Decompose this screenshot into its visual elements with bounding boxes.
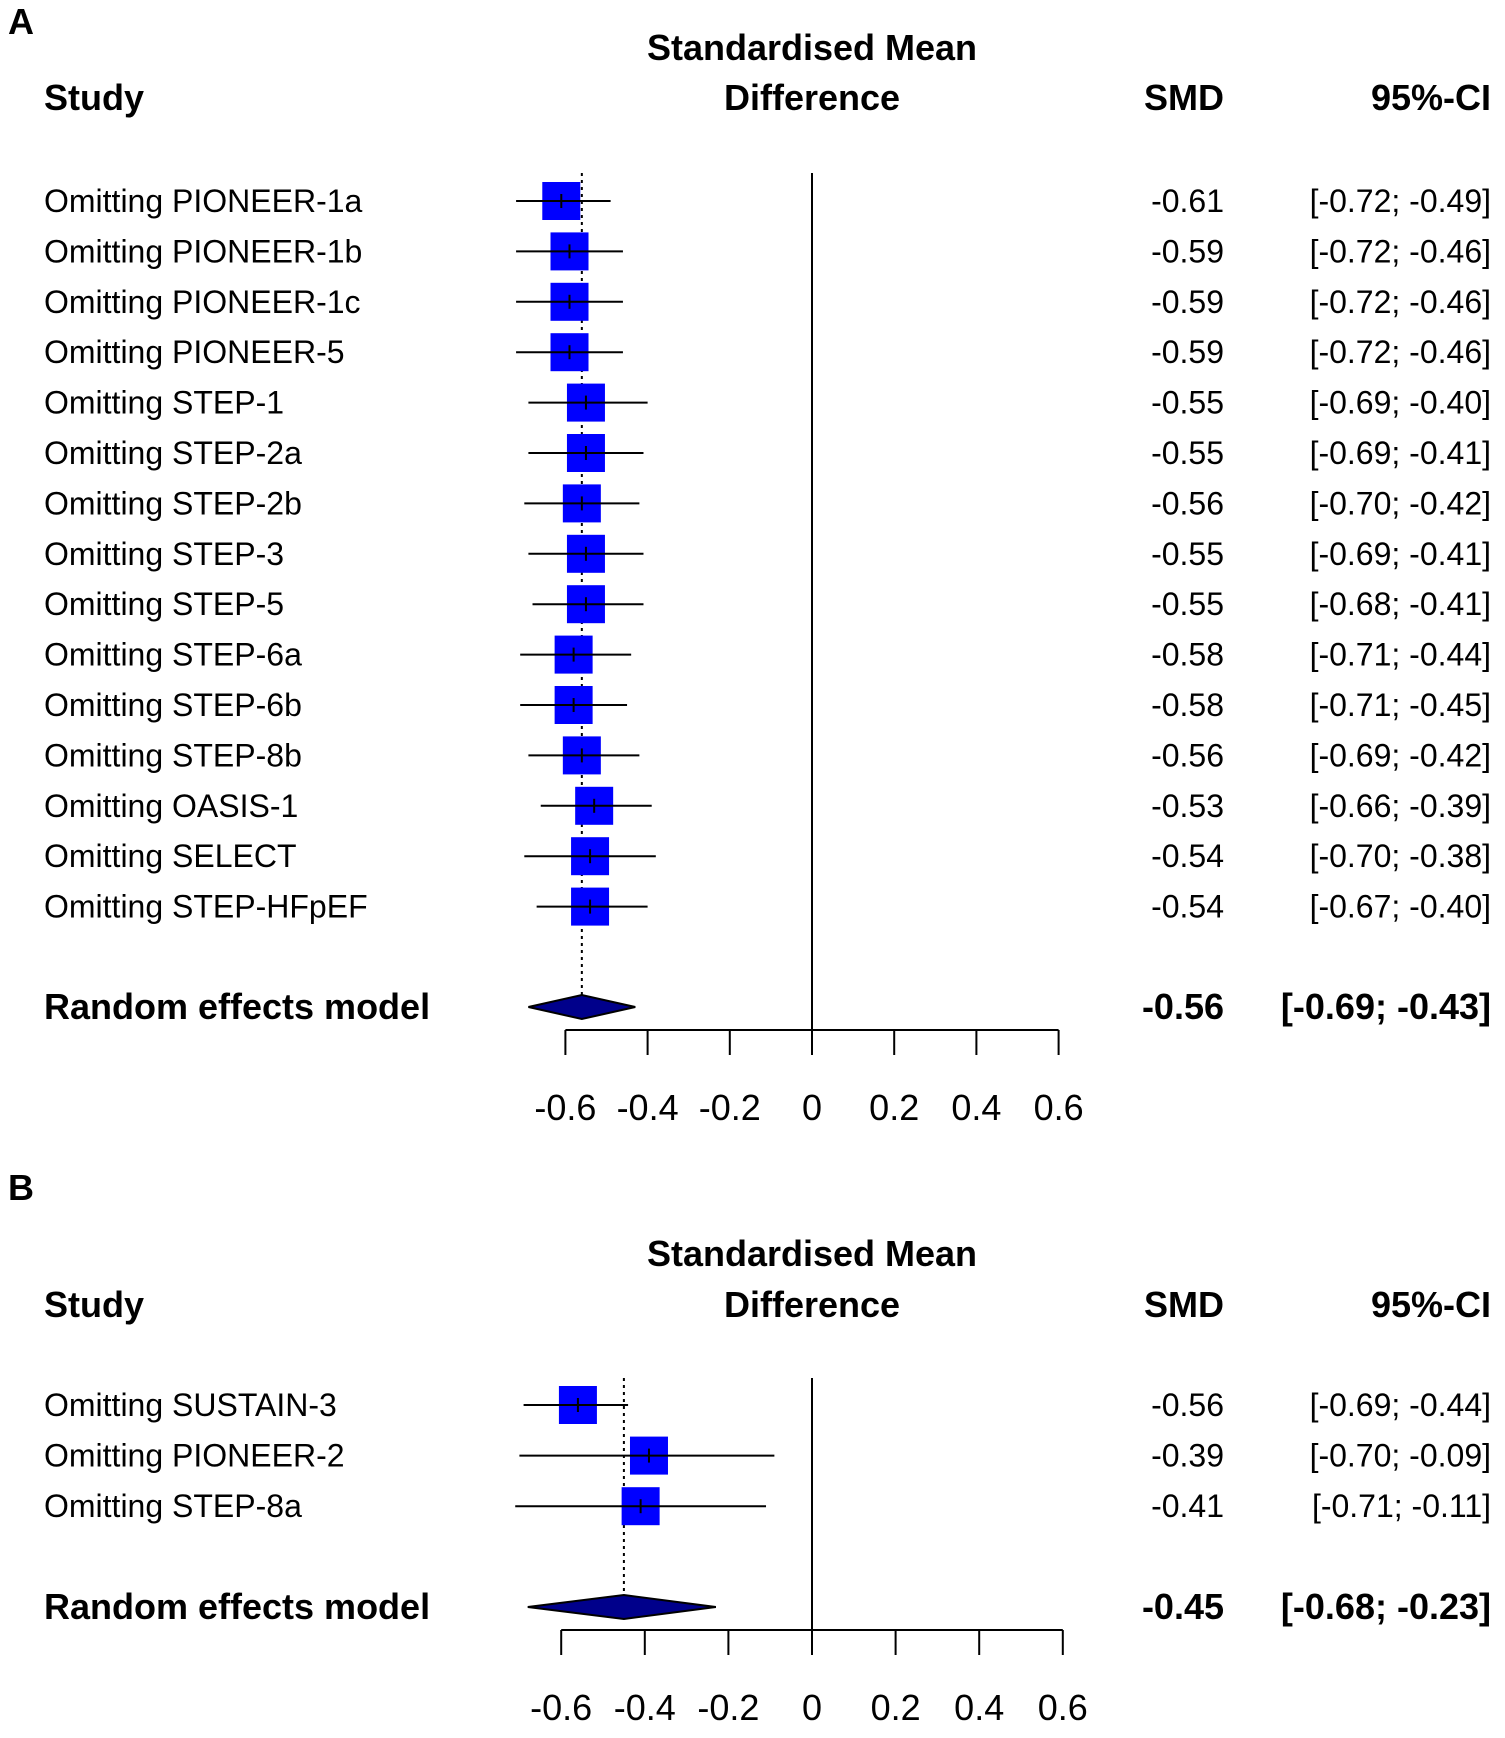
x-tick-label: 0.6 [1034,1087,1084,1128]
x-tick-label: 0 [802,1087,822,1128]
x-tick-label: -0.6 [530,1687,592,1728]
x-tick-label: -0.2 [699,1087,761,1128]
ci-column-header: 95%-CI [1371,1284,1491,1325]
study-ci-value: [-0.67; -0.40] [1310,889,1491,925]
study-label: Omitting STEP-5 [44,586,284,622]
study-label: Omitting STEP-2b [44,485,302,521]
study-ci-value: [-0.70; -0.09] [1310,1438,1491,1474]
x-tick-label: -0.2 [697,1687,759,1728]
study-ci-value: [-0.71; -0.11] [1312,1488,1491,1524]
smd-column-header: SMD [1144,77,1224,118]
pooled-smd-value: -0.56 [1142,986,1224,1027]
axis-title-line1: Standardised Mean [647,1233,977,1274]
study-ci-value: [-0.72; -0.46] [1310,233,1491,269]
study-smd-value: -0.59 [1151,284,1224,320]
study-smd-value: -0.58 [1151,637,1224,673]
study-label: Omitting SUSTAIN-3 [44,1387,337,1423]
pooled-ci-value: [-0.68; -0.23] [1281,1586,1491,1627]
study-smd-value: -0.55 [1151,385,1224,421]
x-tick-label: -0.4 [617,1087,679,1128]
study-smd-value: -0.55 [1151,536,1224,572]
x-tick-label: 0.4 [951,1087,1001,1128]
axis-title-line2: Difference [724,77,900,118]
study-ci-value: [-0.68; -0.41] [1310,586,1491,622]
study-label: Omitting PIONEER-1b [44,233,362,269]
forest-panel-b: B Standardised Mean Difference Study SMD 95%-… [8,1167,1491,1728]
study-ci-value: [-0.72; -0.46] [1310,334,1491,370]
panel-label: A [8,1,34,42]
study-ci-value: [-0.69; -0.41] [1310,536,1491,572]
study-label: Omitting STEP-8b [44,737,302,773]
pooled-label: Random effects model [44,1586,430,1627]
study-label: Omitting STEP-6a [44,637,302,673]
pooled-ci-value: [-0.69; -0.43] [1281,986,1491,1027]
study-label: Omitting STEP-2a [44,435,302,471]
x-tick-label: 0.2 [869,1087,919,1128]
ci-column-header: 95%-CI [1371,77,1491,118]
study-smd-value: -0.56 [1151,485,1224,521]
study-ci-value: [-0.70; -0.42] [1310,485,1491,521]
study-label: Omitting PIONEER-5 [44,334,345,370]
study-ci-value: [-0.71; -0.45] [1310,687,1491,723]
study-label: Omitting STEP-1 [44,385,284,421]
study-label: Omitting STEP-6b [44,687,302,723]
study-smd-value: -0.54 [1151,838,1224,874]
study-ci-value: [-0.70; -0.38] [1310,838,1491,874]
study-ci-value: [-0.71; -0.44] [1310,637,1491,673]
forest-panel-a: A Standardised Mean Difference Study SMD 95%-… [8,1,1491,1128]
study-ci-value: [-0.72; -0.49] [1310,183,1491,219]
study-label: Omitting PIONEER-1c [44,284,361,320]
study-label: Omitting OASIS-1 [44,788,298,824]
study-ci-value: [-0.72; -0.46] [1310,284,1491,320]
study-smd-value: -0.55 [1151,586,1224,622]
x-tick-label: 0.2 [871,1687,921,1728]
study-smd-value: -0.53 [1151,788,1224,824]
x-tick-label: 0 [802,1687,822,1728]
study-label: Omitting STEP-3 [44,536,284,572]
study-smd-value: -0.54 [1151,889,1224,925]
panel-label: B [8,1167,34,1208]
study-ci-value: [-0.66; -0.39] [1310,788,1491,824]
axis-title-line1: Standardised Mean [647,27,977,68]
study-smd-value: -0.56 [1151,737,1224,773]
pooled-diamond [528,993,636,1021]
study-ci-value: [-0.69; -0.44] [1310,1387,1491,1423]
study-column-header: Study [44,77,144,118]
study-smd-value: -0.55 [1151,435,1224,471]
study-label: Omitting STEP-8a [44,1488,302,1524]
smd-column-header: SMD [1144,1284,1224,1325]
pooled-diamond [527,1593,716,1621]
pooled-smd-value: -0.45 [1142,1586,1224,1627]
pooled-label: Random effects model [44,986,430,1027]
x-tick-label: -0.4 [614,1687,676,1728]
study-ci-value: [-0.69; -0.41] [1310,435,1491,471]
study-smd-value: -0.61 [1151,183,1224,219]
study-smd-value: -0.39 [1151,1438,1224,1474]
x-tick-label: 0.4 [954,1687,1004,1728]
study-smd-value: -0.58 [1151,687,1224,723]
study-ci-value: [-0.69; -0.42] [1310,737,1491,773]
study-ci-value: [-0.69; -0.40] [1310,385,1491,421]
study-label: Omitting PIONEER-2 [44,1438,345,1474]
study-smd-value: -0.59 [1151,233,1224,269]
study-smd-value: -0.59 [1151,334,1224,370]
study-label: Omitting PIONEER-1a [44,183,363,219]
study-column-header: Study [44,1284,144,1325]
study-label: Omitting STEP-HFpEF [44,889,368,925]
x-tick-label: 0.6 [1038,1687,1088,1728]
x-tick-label: -0.6 [534,1087,596,1128]
study-label: Omitting SELECT [44,838,297,874]
axis-title-line2: Difference [724,1284,900,1325]
study-smd-value: -0.41 [1151,1488,1224,1524]
study-smd-value: -0.56 [1151,1387,1224,1423]
